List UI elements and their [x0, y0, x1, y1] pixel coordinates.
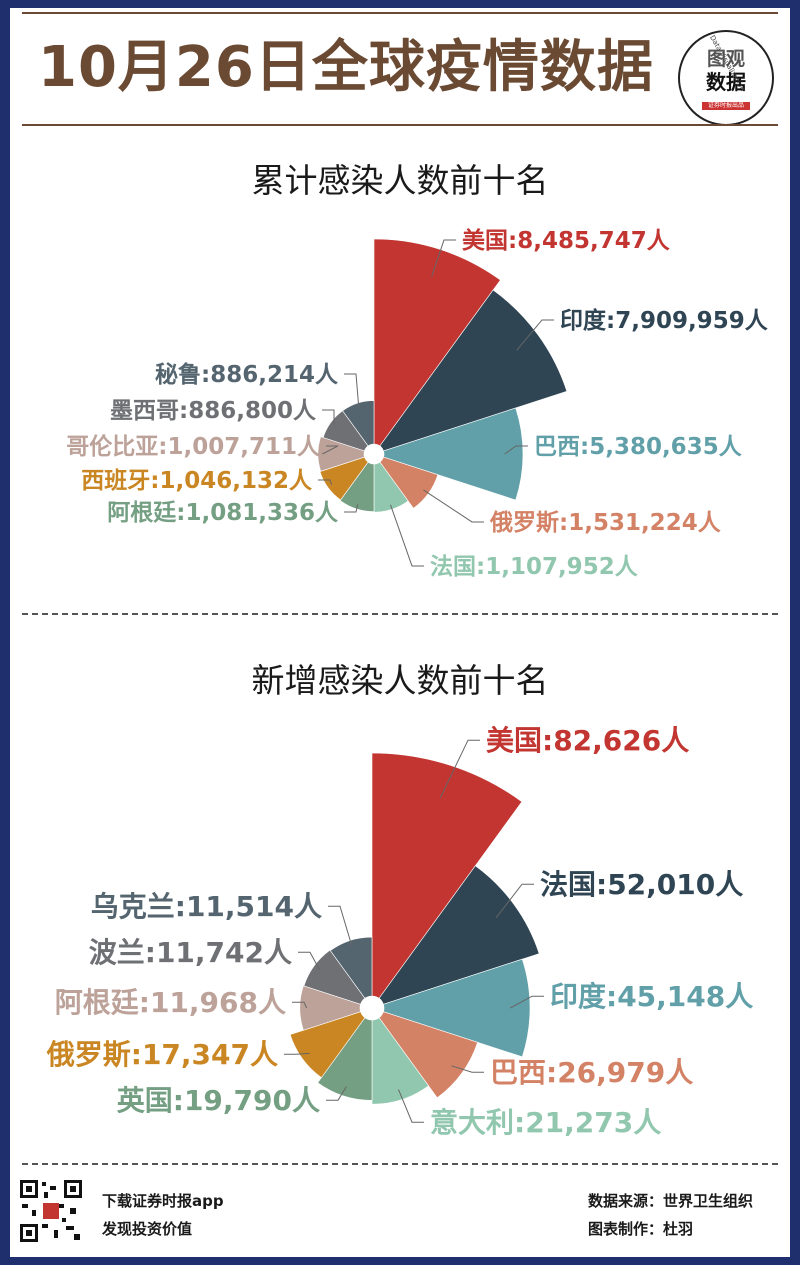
brand-logo: 图观 数据 证券时报出品 Data Visualization: [678, 30, 774, 126]
chart2-new: 美国:82,626人法国:52,010人印度:45,148人巴西:26,979人…: [46, 724, 754, 1139]
rose-slice-4: [371, 1017, 429, 1105]
slice-label-1: 印度:7,909,959人: [560, 307, 769, 334]
slice-label-8: 墨西哥:886,800人: [110, 398, 317, 424]
qr-icon: [18, 1178, 84, 1244]
leader-line-0: [439, 739, 480, 799]
slice-label-9: 乌克兰:11,514人: [91, 890, 322, 923]
rose-charts: 美国:8,485,747人印度:7,909,959人巴西:5,380,635人俄…: [46, 227, 769, 1139]
data-source: 数据来源：世界卫生组织: [588, 1192, 754, 1210]
rose-center-hole: [364, 444, 384, 464]
slice-label-5: 英国:19,790人: [117, 1084, 320, 1117]
leader-line-8: [322, 409, 335, 425]
slice-label-0: 美国:82,626人: [486, 724, 689, 757]
leader-line-5: [344, 504, 359, 513]
infographic-card: 10月26日全球疫情数据 图观 数据 证券时报出品 Data Visualiza…: [10, 8, 790, 1257]
header-rule: [22, 124, 778, 126]
leader-line-3: [451, 1065, 484, 1073]
slice-label-6: 俄罗斯:17,347人: [46, 1038, 278, 1071]
slice-label-3: 巴西:26,979人: [490, 1056, 693, 1089]
logo-line1: 图观: [706, 48, 745, 70]
leader-line-6: [318, 479, 333, 485]
leader-line-7: [292, 1001, 308, 1009]
chart2-title: 新增感染人数前十名: [251, 661, 549, 700]
leader-line-0: [431, 239, 456, 277]
download-text: 下载证券时报app: [102, 1192, 224, 1210]
leader-line-1: [495, 883, 534, 919]
slice-label-4: 法国:1,107,952人: [430, 554, 639, 580]
leader-line-3: [423, 489, 484, 523]
slice-label-9: 秘鲁:886,214人: [155, 361, 339, 388]
section-divider: [22, 613, 778, 615]
slice-label-7: 阿根廷:11,968人: [55, 986, 286, 1019]
leader-line-4: [398, 1089, 424, 1123]
slice-label-3: 俄罗斯:1,531,224人: [489, 509, 722, 536]
qr-code: [18, 1178, 84, 1244]
slice-label-8: 波兰:11,742人: [89, 936, 292, 969]
rose-slice-3: [378, 1011, 478, 1099]
slice-label-2: 巴西:5,380,635人: [534, 434, 743, 460]
slice-label-1: 法国:52,010人: [540, 868, 743, 901]
rose-center-hole: [360, 996, 384, 1020]
slice-label-4: 意大利:21,273人: [430, 1106, 661, 1139]
slice-label-6: 西班牙:1,046,132人: [81, 468, 313, 494]
chart1-cumulative: 美国:8,485,747人印度:7,909,959人巴西:5,380,635人俄…: [66, 227, 768, 580]
chart-author: 图表制作：杜羽: [588, 1220, 694, 1238]
chart1-title: 累计感染人数前十名: [251, 161, 549, 200]
leader-line-5: [326, 1086, 347, 1101]
leader-line-2: [504, 445, 528, 455]
leader-line-7: [322, 445, 339, 455]
leader-line-9: [344, 373, 360, 408]
logo-line2: 数据: [706, 70, 746, 94]
slice-label-0: 美国:8,485,747人: [462, 227, 671, 254]
leader-line-2: [510, 995, 544, 1009]
leader-line-4: [390, 504, 424, 567]
top-rule: [22, 12, 778, 14]
footer-divider: [22, 1163, 778, 1165]
logo-tag: 证券时报出品: [702, 102, 750, 110]
page-title: 10月26日全球疫情数据: [38, 35, 654, 100]
slice-label-2: 印度:45,148人: [550, 980, 753, 1013]
leader-line-6: [284, 1052, 310, 1055]
leader-line-9: [328, 905, 353, 947]
slice-label-5: 阿根廷:1,081,336人: [107, 500, 339, 526]
rose-slice-5: [317, 1017, 373, 1101]
leader-line-1: [516, 319, 554, 351]
slogan-text: 发现投资价值: [102, 1220, 193, 1238]
leader-line-8: [298, 951, 321, 971]
slice-label-7: 哥伦比亚:1,007,711人: [66, 433, 321, 460]
